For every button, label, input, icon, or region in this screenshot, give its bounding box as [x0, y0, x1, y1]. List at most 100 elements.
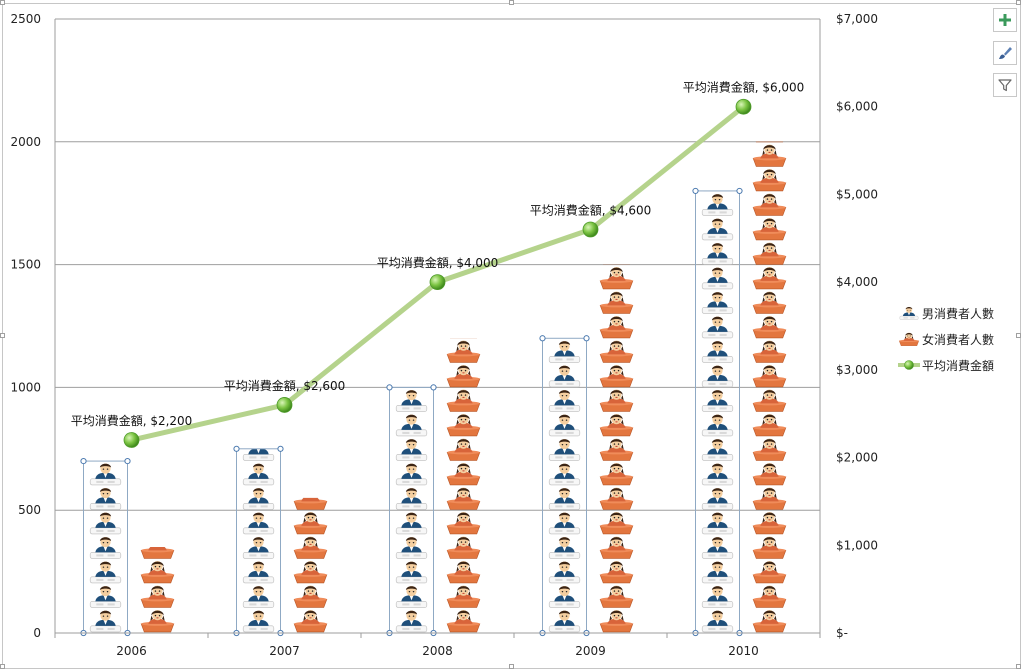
female-consumer-icon — [293, 560, 328, 584]
female-consumer-icon — [599, 266, 634, 290]
resize-handle[interactable] — [0, 333, 5, 338]
male-consumer-icon — [701, 462, 734, 486]
y-right-tick-label: $1,000 — [836, 538, 878, 552]
line-marker-icon — [898, 360, 920, 370]
male-consumer-icon — [701, 364, 734, 388]
selection-handle — [539, 335, 546, 342]
female-consumer-icon — [752, 413, 787, 437]
male-consumer-icon — [395, 438, 428, 462]
resize-handle[interactable] — [509, 0, 514, 5]
female-consumer-icon — [898, 331, 920, 347]
resize-handle[interactable] — [509, 664, 514, 669]
male-consumer-icon — [89, 609, 122, 633]
selection-handle — [233, 445, 240, 452]
resize-handle[interactable] — [0, 0, 5, 5]
male-consumer-icon — [242, 609, 275, 633]
x-tick-label: 2006 — [116, 644, 147, 658]
selection-handle — [80, 457, 87, 465]
female-consumer-icon — [752, 584, 787, 609]
bar-male — [242, 448, 275, 633]
legend-item-average[interactable]: 平均消費金額 — [898, 352, 1018, 378]
female-consumer-icon — [599, 290, 634, 315]
chart-filters-button[interactable] — [993, 73, 1017, 97]
female-consumer-icon — [599, 535, 634, 560]
male-consumer-icon — [395, 462, 428, 486]
x-tick-label: 2007 — [269, 644, 300, 658]
male-consumer-icon — [701, 585, 734, 609]
male-consumer-icon — [701, 389, 734, 413]
male-consumer-icon — [242, 448, 275, 462]
resize-handle[interactable] — [1016, 0, 1021, 5]
male-consumer-icon — [242, 487, 275, 511]
male-consumer-icon — [89, 462, 122, 486]
female-consumer-icon — [752, 241, 787, 266]
male-consumer-icon — [242, 462, 275, 486]
male-consumer-icon — [242, 511, 275, 535]
chart-elements-button[interactable] — [993, 8, 1017, 32]
female-consumer-icon — [752, 486, 787, 511]
average-spend-marker — [429, 274, 446, 291]
female-consumer-icon — [752, 217, 787, 241]
male-consumer-icon — [395, 609, 428, 633]
bar-female — [752, 141, 787, 633]
male-consumer-icon — [548, 609, 581, 633]
male-consumer-icon — [395, 487, 428, 511]
female-consumer-icon — [752, 609, 787, 633]
legend-item-male[interactable]: 男消費者人數 — [898, 300, 1018, 326]
female-consumer-icon — [752, 462, 787, 486]
x-tick-label: 2009 — [575, 644, 606, 658]
female-consumer-icon — [599, 609, 634, 633]
legend[interactable]: 男消費者人數 女消費者人數 平均消費金額 — [898, 300, 1018, 378]
resize-handle[interactable] — [1016, 333, 1021, 338]
male-consumer-icon — [701, 536, 734, 560]
male-consumer-icon — [701, 193, 734, 217]
legend-item-female[interactable]: 女消費者人數 — [898, 326, 1018, 352]
male-consumer-icon — [548, 338, 581, 339]
selection-handle — [692, 187, 699, 195]
male-consumer-icon — [395, 536, 428, 560]
female-consumer-icon — [446, 338, 481, 339]
female-consumer-icon — [752, 192, 787, 217]
y-right-tick-label: $7,000 — [836, 12, 878, 26]
male-consumer-icon — [548, 389, 581, 413]
male-consumer-icon — [89, 585, 122, 609]
female-consumer-icon — [446, 560, 481, 584]
female-consumer-icon — [599, 315, 634, 339]
male-consumer-icon — [701, 242, 734, 266]
female-consumer-icon — [446, 388, 481, 413]
female-consumer-icon — [752, 168, 787, 192]
male-consumer-icon — [548, 438, 581, 462]
female-consumer-icon — [446, 437, 481, 462]
resize-handle[interactable] — [0, 664, 5, 669]
female-consumer-icon — [752, 143, 787, 168]
y-left-tick-label: 2000 — [10, 135, 41, 149]
bar-female — [140, 547, 175, 633]
female-consumer-icon — [140, 584, 175, 609]
bar-male — [89, 462, 122, 633]
resize-handle[interactable] — [1016, 664, 1021, 669]
male-consumer-icon — [548, 340, 581, 364]
male-consumer-icon — [701, 340, 734, 364]
male-consumer-icon — [701, 315, 734, 339]
female-consumer-icon — [752, 339, 787, 364]
chart-styles-button[interactable] — [993, 41, 1017, 65]
female-consumer-icon — [752, 560, 787, 584]
male-consumer-icon — [89, 487, 122, 511]
female-consumer-icon — [599, 560, 634, 584]
y-right-tick-label: $3,000 — [836, 363, 878, 377]
filter-icon — [998, 79, 1012, 92]
male-consumer-icon — [395, 387, 428, 388]
female-consumer-icon — [752, 315, 787, 339]
bar-male — [701, 190, 734, 633]
male-consumer-icon — [242, 585, 275, 609]
average-spend-marker — [582, 221, 599, 238]
male-consumer-icon — [548, 462, 581, 486]
female-consumer-icon — [293, 511, 328, 535]
x-tick-label: 2010 — [728, 644, 759, 658]
data-label: 平均消費金額, $2,600 — [224, 378, 346, 393]
female-consumer-icon — [293, 609, 328, 633]
brush-icon — [999, 47, 1012, 59]
y-right-tick-label: $2,000 — [836, 451, 878, 465]
male-consumer-icon — [242, 560, 275, 584]
